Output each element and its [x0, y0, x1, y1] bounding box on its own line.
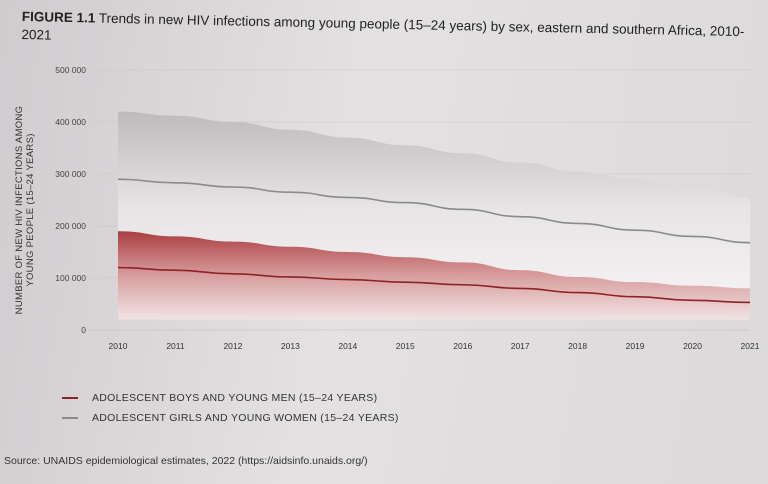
y-tick-label: 200 000: [55, 221, 86, 231]
x-tick-label: 2018: [568, 341, 587, 351]
x-tick-label: 2021: [741, 341, 760, 351]
x-tick-label: 2013: [281, 341, 300, 351]
y-tick-label: 300 000: [55, 169, 86, 179]
y-tick-label: 0: [81, 325, 86, 335]
y-tick-label: 400 000: [55, 117, 86, 127]
x-tick-label: 2014: [338, 341, 357, 351]
x-tick-label: 2020: [683, 341, 702, 351]
uncertainty-band-men: [118, 231, 750, 320]
legend: ADOLESCENT BOYS AND YOUNG MEN (15–24 YEA…: [62, 388, 399, 428]
x-tick-label: 2012: [223, 341, 242, 351]
legend-swatch-men: [62, 396, 78, 400]
legend-label-men: ADOLESCENT BOYS AND YOUNG MEN (15–24 YEA…: [92, 392, 378, 404]
series-line-women: [117, 178, 751, 244]
y-axis-label: NUMBER OF NEW HIV INFECTIONS AMONGYOUNG …: [14, 106, 36, 315]
x-tick-label: 2019: [626, 341, 645, 351]
series-line-men: [117, 266, 751, 304]
legend-swatch-women: [62, 416, 78, 420]
x-tick-label: 2011: [166, 341, 185, 351]
legend-item-women: ADOLESCENT GIRLS AND YOUNG WOMEN (15–24 …: [62, 408, 399, 428]
legend-label-women: ADOLESCENT GIRLS AND YOUNG WOMEN (15–24 …: [92, 412, 399, 424]
y-tick-label: 500 000: [55, 65, 86, 75]
y-tick-label: 100 000: [55, 273, 86, 283]
uncertainty-band-women: [118, 111, 750, 289]
x-tick-label: 2016: [453, 341, 472, 351]
x-tick-label: 2010: [109, 341, 128, 351]
x-tick-label: 2017: [511, 341, 530, 351]
x-tick-label: 2015: [396, 341, 415, 351]
legend-item-men: ADOLESCENT BOYS AND YOUNG MEN (15–24 YEA…: [62, 388, 399, 408]
source-note: Source: UNAIDS epidemiological estimates…: [4, 455, 368, 467]
